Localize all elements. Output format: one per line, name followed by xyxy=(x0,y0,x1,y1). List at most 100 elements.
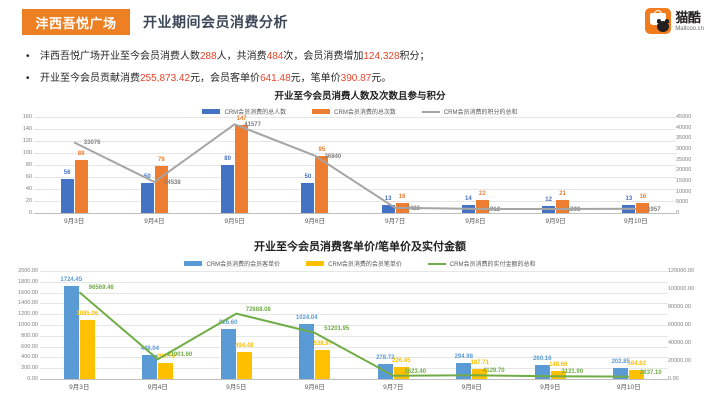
plain-text: 次，会员消费增加 xyxy=(283,51,364,62)
logo-brand-cn: 猫酷 xyxy=(675,9,701,25)
bar xyxy=(142,354,158,379)
category-label: 9月8日 xyxy=(461,384,482,391)
category-label: 9月9日 xyxy=(540,384,561,391)
bar xyxy=(220,328,236,379)
bar-value-label: 296.79 xyxy=(156,353,175,360)
bar xyxy=(235,124,249,213)
axis-tick-label: 100 xyxy=(22,150,32,156)
line-series-overlay xyxy=(73,123,636,210)
legend-label: CRM会员消费的总次数 xyxy=(334,110,396,116)
line-value-label: 4129.70 xyxy=(482,368,505,375)
highlight-value: 255,873.42 xyxy=(140,73,191,84)
plain-text: 元。 xyxy=(371,73,392,84)
line-series-overlay xyxy=(78,291,629,378)
axis-tick-label: 1400.00 xyxy=(18,300,38,307)
category-label: 9月4日 xyxy=(144,218,165,225)
legend-item[interactable]: CRM会员消费的积分的总和 xyxy=(421,107,518,116)
logo-brand-en: Mallcoo.cn xyxy=(675,25,704,32)
legend-item[interactable]: CRM会员消费的会员客单价 xyxy=(184,259,280,268)
gridline xyxy=(40,357,668,359)
category-label: 9月6日 xyxy=(304,218,325,225)
plot-area: 0 20 40 60 80 100 120 140 160 0 5000 10000 15000 2000… xyxy=(0,91,720,231)
bar-value-label: 80 xyxy=(224,156,231,162)
category-label: 9月10日 xyxy=(616,384,641,391)
bar xyxy=(60,179,74,213)
bar-value-label: 164.82 xyxy=(627,361,646,368)
category-label: 9月5日 xyxy=(224,218,245,225)
bar-value-label: 16 xyxy=(398,194,406,201)
axis-tick-label: 120 xyxy=(22,138,32,144)
axis-tick-label: 400.00 xyxy=(21,354,38,361)
axis-tick-label: 1600.00 xyxy=(18,289,38,296)
legend-label: CRM会员消费的积分的总和 xyxy=(443,110,518,116)
plain-text: 积分； xyxy=(399,51,430,62)
gridline xyxy=(34,189,676,190)
line-value-label: 3121.90 xyxy=(561,369,584,376)
legend-swatch-bar-icon xyxy=(202,109,221,114)
bar-value-label: 1724.45 xyxy=(60,276,83,283)
gridline xyxy=(40,379,668,380)
page-header: 沣西吾悦广场 开业期间会员消费分析 猫酷 Mallcoo.cn xyxy=(0,0,720,46)
bar xyxy=(221,165,235,213)
bar xyxy=(154,166,168,213)
legend-item[interactable]: CRM会员消费的总人数 xyxy=(202,107,286,116)
gridline xyxy=(34,117,676,118)
bar xyxy=(79,320,95,379)
gridline xyxy=(40,314,668,316)
bar-value-label: 1085.06 xyxy=(76,311,99,318)
chart-title: 开业至今会员消费客单价/笔单价及实付金额 xyxy=(253,241,467,253)
legend-swatch-bar-icon xyxy=(306,261,325,266)
legend-item[interactable]: CRM会员消费的总次数 xyxy=(312,107,396,116)
category-label: 9月7日 xyxy=(383,384,404,391)
chart-legend: CRM会员消费的总人数 CRM会员消费的总次数 CRM会员消费的积分的总和 xyxy=(0,107,720,116)
gridline xyxy=(40,368,668,370)
bar-value-label: 187.71 xyxy=(470,359,489,366)
line-value-label: 3623.40 xyxy=(404,368,427,375)
legend-label: CRM会员消费的会员笔单价 xyxy=(328,262,402,268)
bar-value-label: 89 xyxy=(77,150,85,157)
legend-item[interactable]: CRM会员消费的会员笔单价 xyxy=(306,259,402,268)
line-value-label: 2637.10 xyxy=(639,369,662,376)
axis-tick-label: 40000 xyxy=(676,124,692,131)
axis-tick-label: 120000.00 xyxy=(668,268,694,274)
bar xyxy=(636,203,650,213)
line-value-label: 26840 xyxy=(324,153,342,160)
bar-value-label: 16 xyxy=(639,194,647,201)
axis-tick-label: 800.00 xyxy=(21,332,38,339)
axis-tick-label: 100000.00 xyxy=(668,286,694,292)
bar xyxy=(629,370,645,379)
axis-tick-label: 200.00 xyxy=(21,365,38,372)
right-axis: 0.00 20000.00 40000.00 60000.00 80000.00 1000… xyxy=(668,268,702,382)
category-label: 9月5日 xyxy=(226,384,247,391)
summary-bullet-list: • 沣西吾悦广场开业至今会员消费人数288人，共消费484次，会员消费增加124,… xyxy=(26,50,720,85)
legend-swatch-bar-icon xyxy=(312,109,331,114)
legend-item[interactable]: CRM会员消费的实付金额的总和 xyxy=(427,259,536,268)
legend-swatch-bar-icon xyxy=(184,261,203,266)
bar xyxy=(315,156,329,213)
bullet-text: 开业至今会员贡献消费255,873.42元，会员客单价641.48元，笔单价39… xyxy=(40,72,391,85)
plain-text: 元，会员客单价 xyxy=(190,73,261,84)
highlight-value: 390.87 xyxy=(340,73,372,84)
bar xyxy=(472,368,488,379)
axis-tick-label: 40000.00 xyxy=(668,340,691,346)
category-label: 9月8日 xyxy=(465,218,486,225)
axis-tick-label: 600.00 xyxy=(21,343,38,350)
plain-text: 沣西吾悦广场开业至今会员消费人数 xyxy=(40,51,200,62)
category-label: 9月4日 xyxy=(147,384,168,391)
axis-tick-label: 25000 xyxy=(676,156,692,163)
bar xyxy=(140,183,154,213)
gridline xyxy=(40,292,668,294)
line-value-label: 33076 xyxy=(83,140,101,147)
bar-value-label: 147 xyxy=(236,115,247,122)
bar xyxy=(158,362,174,379)
axis-tick-label: 20 xyxy=(25,198,32,204)
summary-bullet: • 开业至今会员贡献消费255,873.42元，会员客单价641.48元，笔单价3… xyxy=(26,72,720,85)
bar-value-label: 448.04 xyxy=(140,345,159,352)
axis-tick-label: 2000.00 xyxy=(18,268,38,274)
mallcoo-bag-cat-logo-icon xyxy=(645,8,672,34)
summary-bullet: • 沣西吾悦广场开业至今会员消费人数288人，共消费484次，会员消费增加124,… xyxy=(26,50,720,63)
line-value-label: 41577 xyxy=(244,122,261,129)
legend-label: CRM会员消费的实付金额的总和 xyxy=(449,262,536,268)
bar-value-label: 21 xyxy=(559,191,566,198)
